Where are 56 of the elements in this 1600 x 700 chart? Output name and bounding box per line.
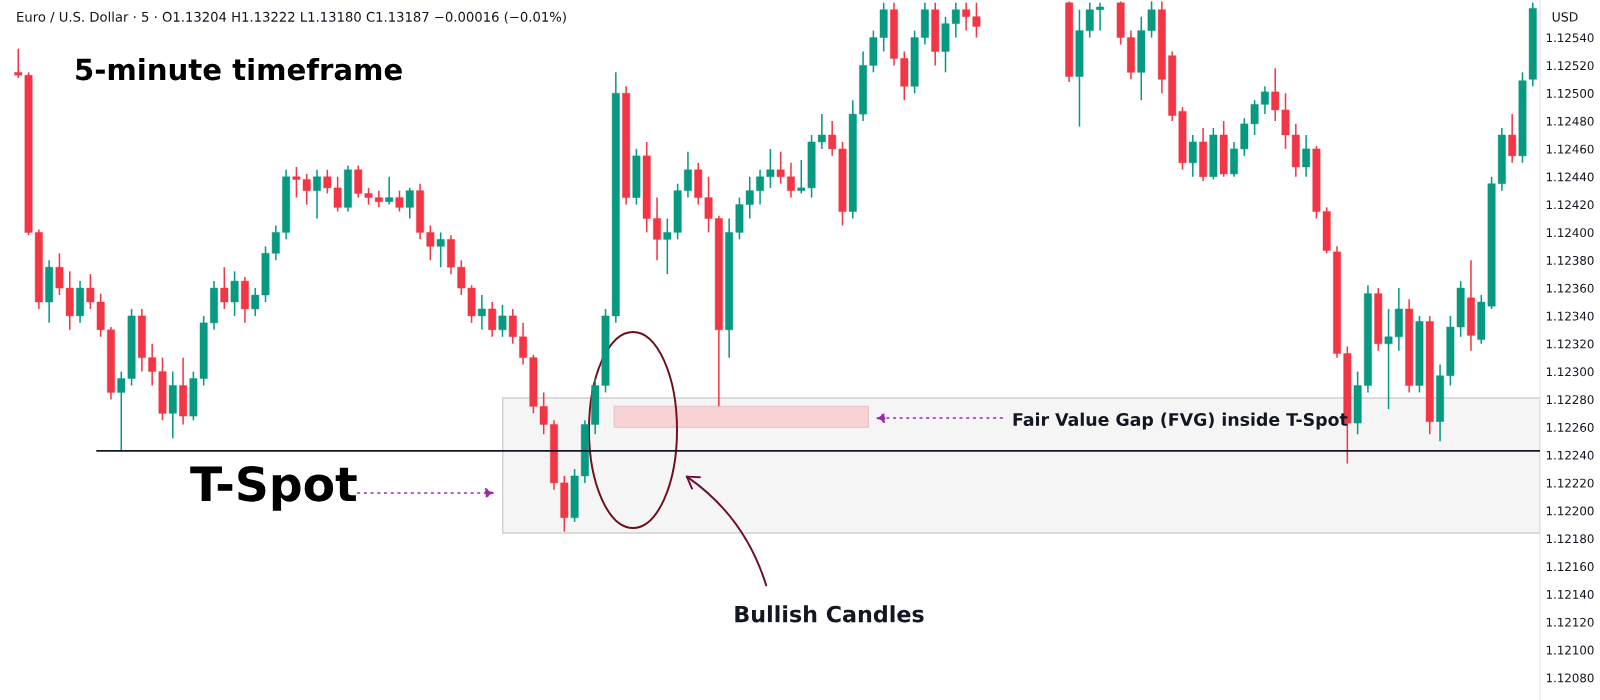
candlestick [426, 224, 435, 262]
candlestick [477, 294, 486, 331]
y-tick-label: 1.12480 [1546, 116, 1594, 126]
candlestick [653, 196, 661, 262]
y-tick-label: 1.12440 [1546, 172, 1594, 182]
y-tick-label: 1.12420 [1546, 200, 1594, 210]
y-tick-label: 1.12200 [1546, 506, 1594, 516]
annotation: T-Spot [190, 465, 357, 511]
candlestick [776, 150, 785, 185]
y-tick-label: 1.12460 [1546, 144, 1594, 154]
y-tick-label: 1.12160 [1546, 562, 1594, 572]
candlestick [436, 231, 445, 268]
y-tick-label: 1.12380 [1546, 255, 1594, 265]
candlestick [498, 304, 507, 338]
candlestick [756, 169, 764, 206]
candlestick [395, 189, 404, 213]
candlestick [787, 162, 795, 199]
candlestick [817, 113, 826, 150]
y-tick-label: 1.12080 [1546, 673, 1594, 683]
candlestick [220, 266, 229, 310]
candlestick [1260, 85, 1269, 115]
annotation: Bullish Candles [735, 605, 924, 623]
y-tick-label: 1.12300 [1546, 367, 1594, 377]
candlestick [1096, 2, 1104, 32]
y-tick-label: 1.12400 [1546, 228, 1594, 238]
candlestick [313, 169, 321, 220]
y-tick-label: 1.12340 [1546, 311, 1594, 321]
y-tick-label: 1.12500 [1546, 88, 1594, 98]
candlestick [684, 150, 692, 199]
y-tick-label: 1.12520 [1546, 61, 1594, 71]
candlestick [488, 301, 497, 338]
y-tick-label: 1.12120 [1546, 617, 1594, 627]
annotation: Euro / U.S. Dollar · 5 · O1.13204 H1.13222 L1.13180 C1.13187 −0.00016 (−0.01%) [17, 11, 566, 24]
candlestick [1188, 134, 1197, 178]
candlestick [1508, 113, 1517, 164]
candlestick [972, 2, 981, 39]
y-tick-label: 1.12100 [1546, 645, 1594, 655]
y-tick-label: 1.12540 [1546, 33, 1594, 43]
text: USD [1552, 12, 1578, 22]
candlestick [519, 322, 528, 366]
candlestick [405, 187, 414, 220]
annotation: 5-minute timeframe [76, 57, 402, 81]
y-tick-label: 1.12260 [1546, 422, 1594, 432]
candlestick [508, 308, 517, 345]
y-tick-label: 1.12220 [1546, 478, 1594, 488]
y-tick-label: 1.12180 [1546, 534, 1594, 544]
candlestick [230, 270, 239, 317]
y-tick-label: 1.12140 [1546, 589, 1594, 599]
candlestick [962, 2, 971, 32]
candlestick [1302, 134, 1311, 178]
y-tick-label: 1.12280 [1546, 395, 1594, 405]
y-tick-label: 1.12320 [1546, 339, 1594, 349]
y-tick-label: 1.12360 [1546, 283, 1594, 293]
y-tick-label: 1.12240 [1546, 450, 1594, 460]
candlestick [385, 175, 394, 206]
candlestick [766, 148, 775, 189]
